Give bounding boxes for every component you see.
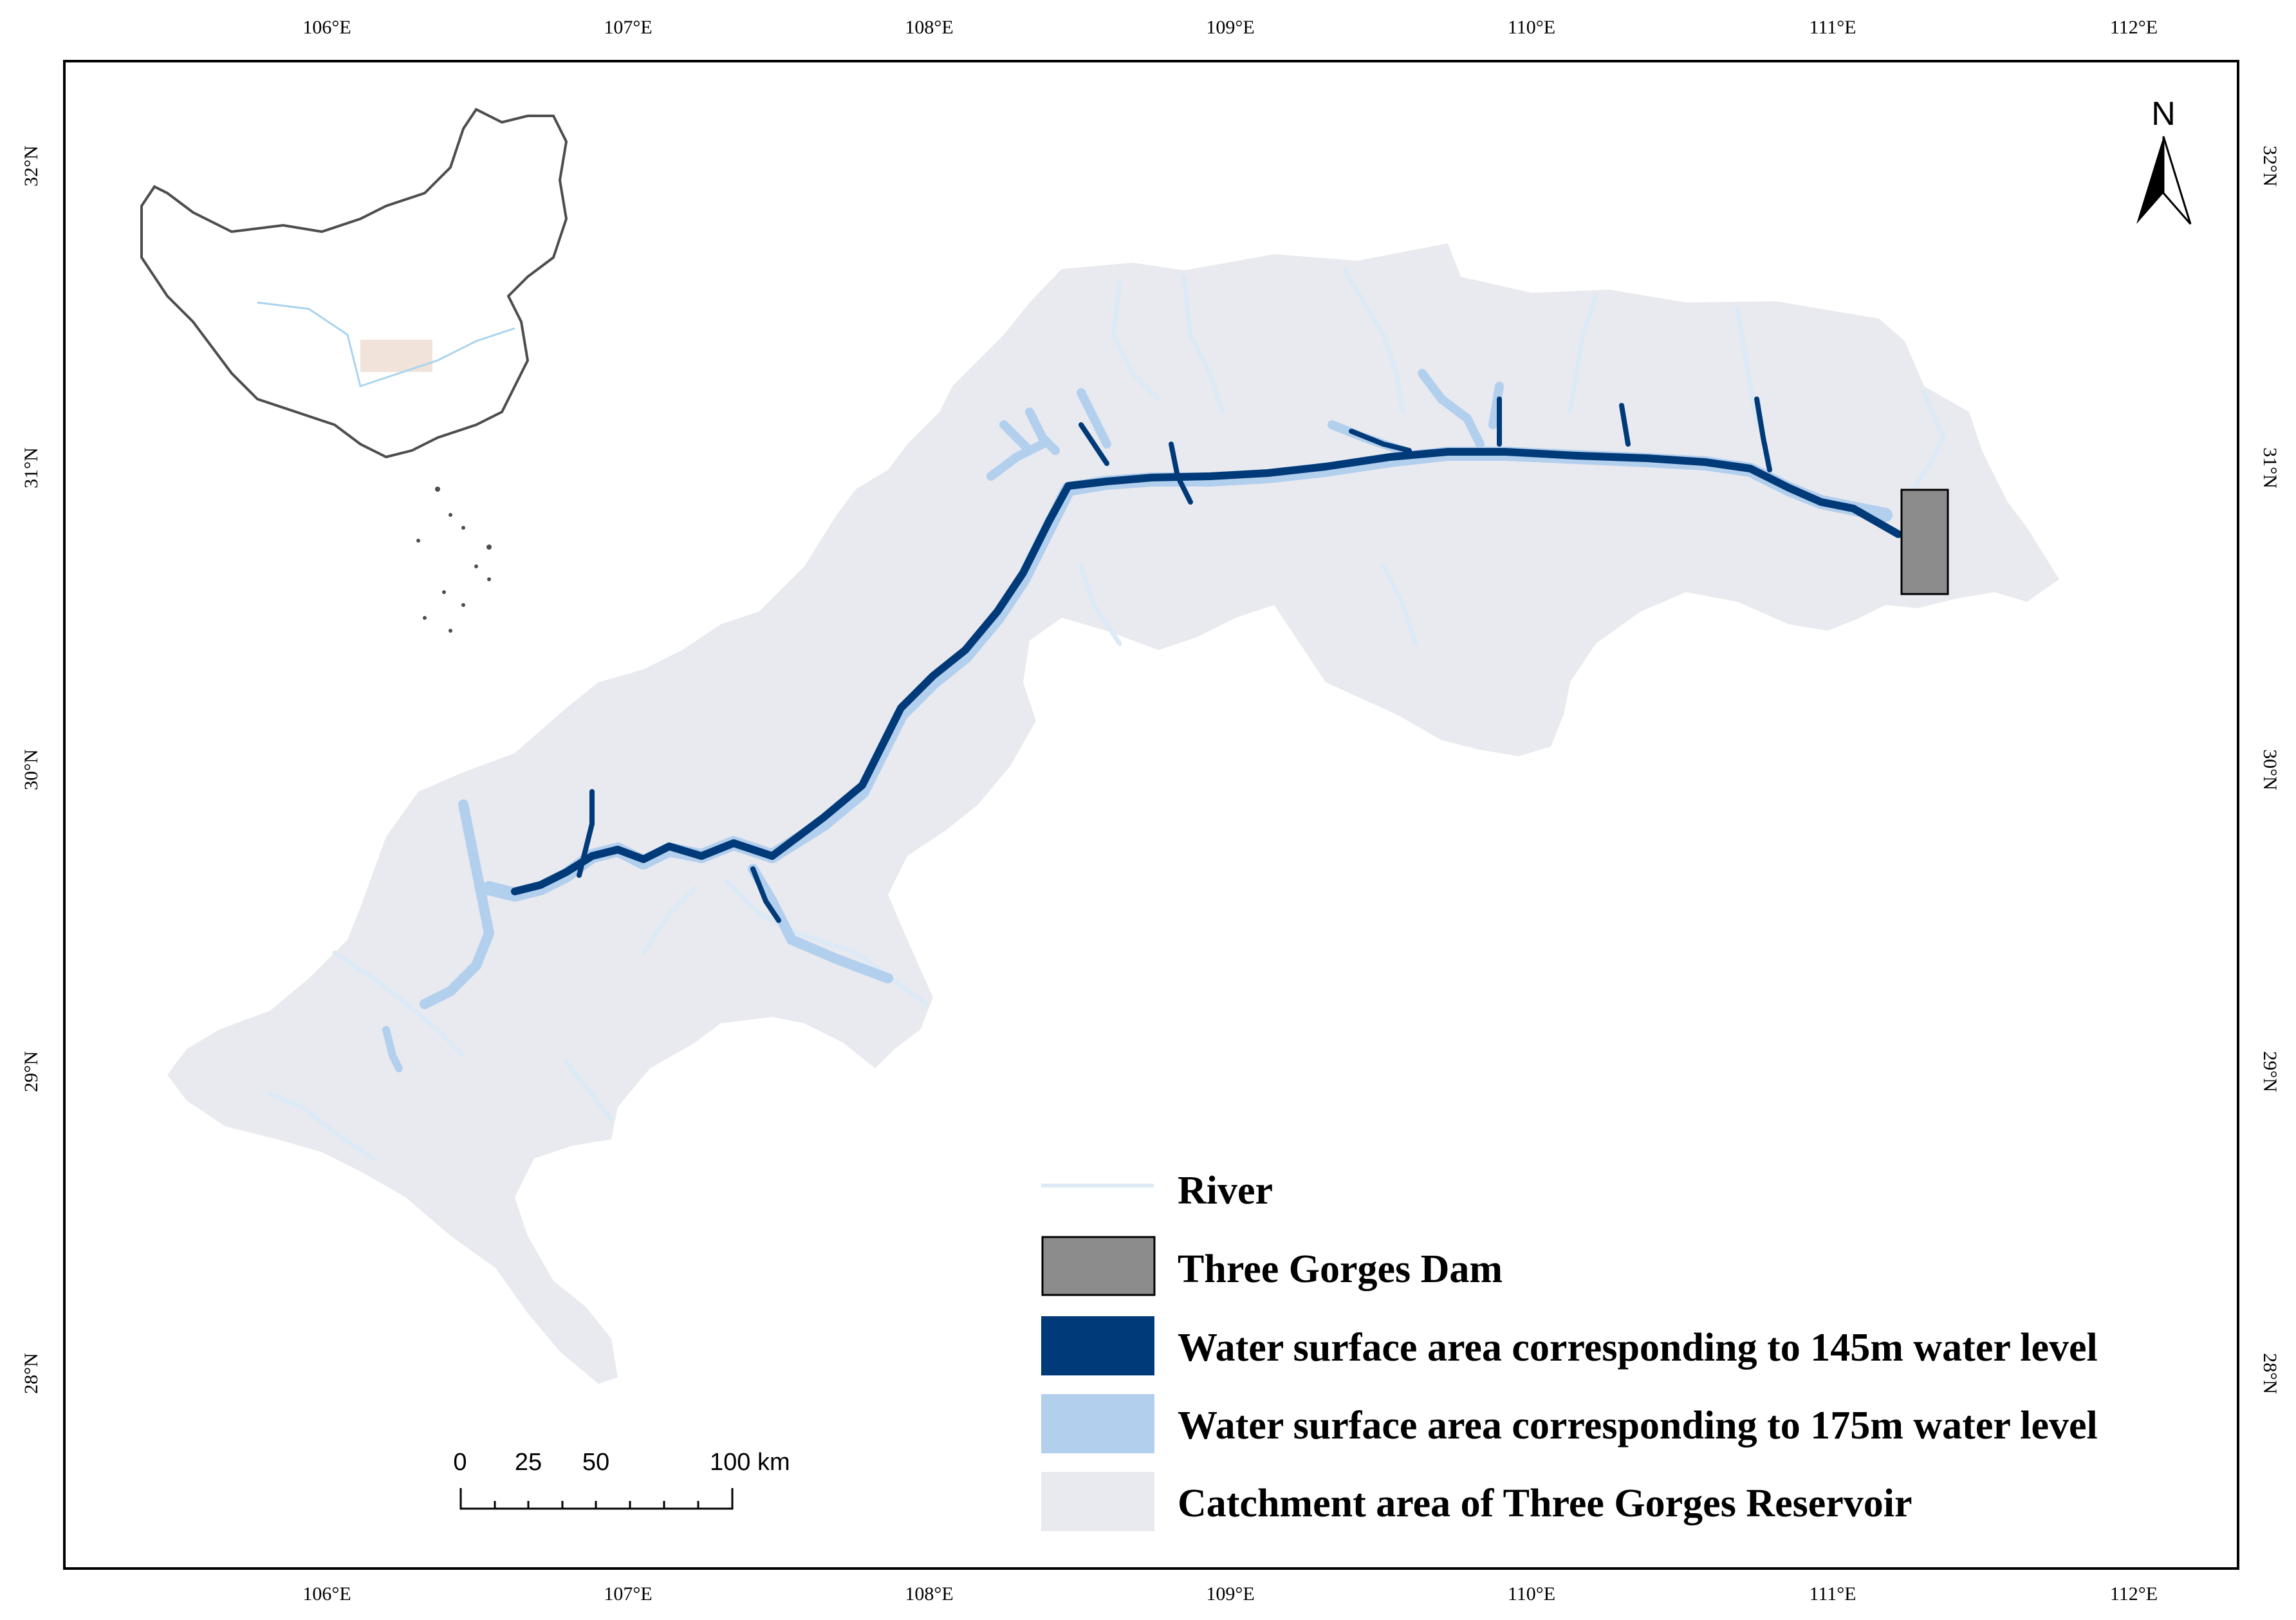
legend-symbol-dam [1041, 1236, 1156, 1296]
legend-label-dam: Three Gorges Dam [1178, 1247, 1503, 1291]
lon-label-top: 106°E [302, 17, 351, 38]
scale-bar: 0 25 50 100 km [453, 1449, 790, 1510]
china-inset-map [140, 107, 568, 633]
scale-label: 25 [515, 1449, 542, 1476]
lon-label-top: 107°E [604, 17, 652, 38]
scale-label: 50 [582, 1449, 609, 1476]
lon-label-bottom: 107°E [604, 1583, 652, 1605]
lon-label-bottom: 112°E [2110, 1583, 2158, 1605]
lat-label-left: 29°N [21, 1051, 42, 1092]
scale-label: 100 km [710, 1449, 790, 1476]
lat-label-left: 32°N [21, 145, 42, 187]
lat-label-right: 29°N [2259, 1051, 2281, 1092]
longitude-labels-top: 106°E 107°E 108°E 109°E 110°E 111°E 112°… [302, 17, 2158, 38]
catchment-area [167, 243, 2059, 1384]
lon-label-bottom: 110°E [1508, 1583, 1555, 1605]
latitude-labels-left: 32°N 31°N 30°N 29°N 28°N [21, 145, 42, 1394]
north-arrow-right [2162, 136, 2192, 225]
lat-label-left: 28°N [21, 1353, 42, 1394]
inset-islands [416, 487, 492, 633]
legend-symbol-water145 [1041, 1316, 1154, 1375]
latitude-labels-right: 32°N 31°N 30°N 29°N 28°N [2259, 145, 2281, 1394]
legend: River Three Gorges Dam Water surface are… [1041, 1169, 2098, 1531]
legend-label-river: River [1178, 1169, 1273, 1213]
lat-label-left: 30°N [21, 749, 42, 790]
lon-label-bottom: 111°E [1809, 1583, 1856, 1605]
three-gorges-dam [1900, 489, 1949, 595]
scale-bar-line [459, 1488, 734, 1510]
lon-label-top: 110°E [1508, 17, 1555, 38]
lat-label-right: 28°N [2259, 1353, 2281, 1394]
lon-label-top: 109°E [1206, 17, 1254, 38]
north-arrow-left [2136, 136, 2163, 224]
legend-symbol-catchment [1041, 1472, 1154, 1531]
lat-label-right: 32°N [2259, 145, 2281, 187]
lat-label-right: 31°N [2259, 447, 2281, 489]
north-label: N [2151, 95, 2176, 133]
study-area-highlight [360, 340, 432, 372]
inset-river [257, 301, 515, 387]
legend-label-water145: Water surface area corresponding to 145m… [1178, 1326, 2098, 1370]
lon-label-bottom: 108°E [905, 1583, 953, 1605]
lon-label-bottom: 109°E [1206, 1583, 1254, 1605]
map-frame [63, 60, 2239, 1570]
lon-label-top: 108°E [905, 17, 953, 38]
china-outline [140, 107, 568, 459]
lon-label-top: 112°E [2110, 17, 2158, 38]
river-network [268, 268, 1946, 1161]
scale-label: 0 [453, 1449, 467, 1476]
legend-symbol-water175 [1041, 1394, 1154, 1453]
lon-label-top: 111°E [1809, 17, 1856, 38]
lat-label-right: 30°N [2259, 749, 2281, 790]
longitude-labels-bottom: 106°E 107°E 108°E 109°E 110°E 111°E 112°… [302, 1583, 2158, 1605]
north-arrow: N [2136, 95, 2192, 225]
lon-label-bottom: 106°E [302, 1583, 351, 1605]
legend-label-water175: Water surface area corresponding to 175m… [1178, 1404, 2098, 1448]
lat-label-left: 31°N [21, 447, 42, 489]
water-145m [511, 396, 1902, 923]
legend-label-catchment: Catchment area of Three Gorges Reservoir [1178, 1482, 1912, 1525]
